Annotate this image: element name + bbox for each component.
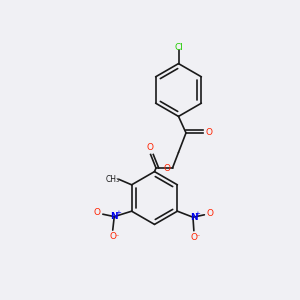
Text: O: O — [190, 233, 197, 242]
Text: O: O — [207, 208, 214, 217]
Text: +: + — [115, 210, 121, 216]
Text: O: O — [93, 208, 100, 217]
Text: Cl: Cl — [174, 43, 183, 52]
Text: ⁻: ⁻ — [114, 232, 118, 241]
Text: N: N — [190, 213, 197, 222]
Text: O: O — [146, 143, 153, 152]
Text: ⁻: ⁻ — [195, 233, 200, 242]
Text: N: N — [110, 212, 118, 221]
Text: O: O — [164, 164, 171, 172]
Text: +: + — [194, 211, 200, 217]
Text: CH₃: CH₃ — [105, 175, 119, 184]
Text: O: O — [109, 232, 116, 241]
Text: O: O — [206, 128, 213, 137]
